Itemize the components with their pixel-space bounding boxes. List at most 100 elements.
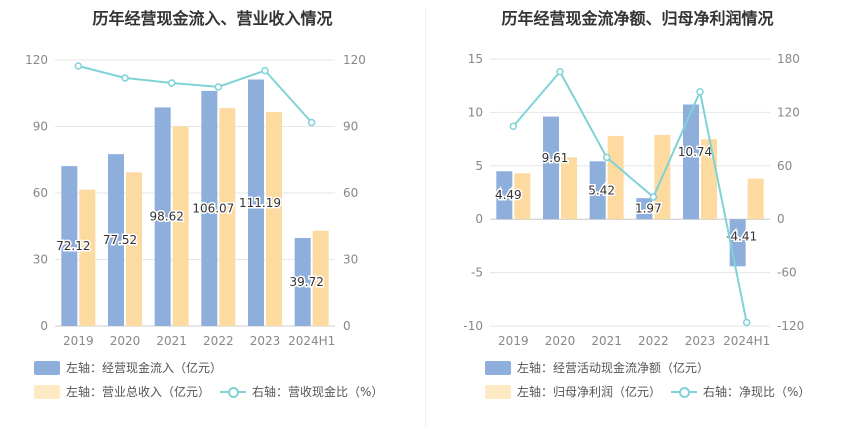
line-point — [649, 193, 658, 201]
left-chart-panel: 历年经营现金流入、营业收入情况 0 30 60 90 120 0 30 60 90 120 2019… — [25, 9, 383, 400]
left-legend-item-2[interactable]: 左轴：营业总收入（亿元） — [34, 383, 210, 400]
right-axis-tick-label: 120 — [777, 105, 800, 119]
line-point — [602, 153, 611, 162]
left-axis-tick-label: 90 — [33, 120, 48, 134]
bar-data-label: 5.42 — [588, 183, 615, 197]
line-point — [696, 88, 704, 96]
line-point — [307, 118, 316, 127]
panel-divider — [425, 8, 426, 428]
bar-series-1 — [108, 154, 124, 326]
x-axis-tick-label: 2022 — [203, 334, 234, 348]
left-chart-title: 历年经营现金流入、营业收入情况 — [92, 9, 333, 28]
left-axis-tick-label: 10 — [468, 105, 483, 119]
bar-series-2 — [747, 178, 764, 220]
right-axis-tick-label: 60 — [777, 159, 792, 173]
bar-series-2 — [607, 135, 624, 220]
right-axis-tick-label: 30 — [343, 253, 358, 267]
left-axis-tick-label: 5 — [475, 159, 483, 173]
x-axis-tick-label: 2020 — [110, 334, 141, 348]
right-legend-item-2[interactable]: 左轴：归母净利润（亿元） — [485, 383, 661, 400]
bar-series-1 — [201, 90, 218, 326]
bar-series-2 — [126, 172, 142, 326]
right-axis-tick-label: 60 — [343, 186, 358, 200]
bar-series-1 — [636, 198, 653, 220]
legend-swatch-blue — [485, 360, 511, 375]
line-point — [167, 79, 176, 87]
left-legend-label-3: 右轴：营收现金比（%） — [252, 385, 384, 399]
x-axis-tick-label: 2021 — [156, 334, 187, 348]
right-legend-label-1: 左轴：经营活动现金流净额（亿元） — [517, 361, 710, 375]
x-axis-tick-label: 2021 — [591, 334, 622, 348]
x-axis-tick-label: 2019 — [63, 334, 94, 348]
left-chart-svg: 0 30 60 90 120 0 30 60 90 120 2019 2020 2021 2022 2023… — [25, 53, 366, 348]
right-axis-tick-label: -120 — [777, 319, 804, 333]
left-axis-tick-label: 30 — [33, 253, 48, 267]
bar-series-1 — [543, 116, 559, 220]
line-point — [74, 62, 83, 70]
bar-series-1 — [683, 104, 699, 220]
bar-series-1 — [294, 237, 311, 326]
right-axis-tick-label: 90 — [343, 120, 358, 134]
bar-data-label: 106.07 — [192, 201, 234, 215]
legend-swatch-orange — [485, 384, 511, 399]
x-axis-tick-label: 2024H1 — [723, 334, 770, 348]
bar-data-label: 9.61 — [542, 151, 569, 165]
left-axis-tick-label: -10 — [463, 319, 483, 333]
left-axis-tick-label: 120 — [25, 53, 48, 67]
bar-data-label: 98.62 — [149, 210, 183, 224]
x-axis-tick-label: 2023 — [685, 334, 716, 348]
left-axis-tick-label: 15 — [468, 52, 483, 66]
line-series — [512, 69, 748, 323]
x-axis-tick-label: 2022 — [638, 334, 669, 348]
bar-data-label: 4.49 — [495, 188, 522, 202]
legend-line-marker-icon — [671, 385, 697, 399]
bar-series-2 — [219, 108, 236, 326]
bar-data-label: 39.72 — [289, 275, 323, 289]
line-series — [78, 65, 313, 124]
legend-swatch-orange — [34, 384, 60, 399]
bar-series-2 — [266, 112, 282, 326]
x-axis-tick-label: 2024H1 — [288, 334, 335, 348]
legend-line-marker-icon — [220, 385, 246, 399]
x-axis-tick-label: 2023 — [250, 334, 281, 348]
x-axis-tick-label: 2019 — [498, 334, 529, 348]
bar-series-2 — [79, 189, 96, 326]
bar-data-label: 10.74 — [678, 145, 712, 159]
right-axis-tick-label: 0 — [777, 212, 785, 226]
bar-data-label: 72.12 — [56, 239, 90, 253]
bar-series-1 — [61, 166, 78, 326]
left-axis-tick-label: 60 — [33, 186, 48, 200]
line-point — [121, 74, 129, 82]
bar-series-2 — [561, 157, 577, 220]
left-axis-tick-label: 0 — [40, 319, 48, 333]
bar-data-label: 77.52 — [103, 233, 137, 247]
right-legend-label-3: 右轴：净现比（%） — [703, 385, 811, 399]
right-chart-title: 历年经营现金流净额、归母净利润情况 — [501, 9, 774, 28]
left-legend-item-3[interactable]: 右轴：营收现金比（%） — [220, 383, 383, 400]
bar-series-2 — [312, 230, 329, 326]
right-legend-item-3[interactable]: 右轴：净现比（%） — [671, 383, 810, 400]
right-chart-svg: -10 -5 0 5 10 15 -120 -60 0 60 120 180 2019 2020 2021 2… — [463, 52, 804, 348]
right-legend-label-2: 左轴：归母净利润（亿元） — [517, 385, 662, 399]
bar-series-1 — [248, 79, 264, 326]
bar-data-label: 111.19 — [239, 196, 281, 210]
left-legend-label-2: 左轴：营业总收入（亿元） — [66, 385, 211, 399]
right-axis-tick-label: 180 — [777, 52, 800, 66]
line-point — [742, 318, 751, 327]
left-axis-tick-label: 0 — [475, 212, 483, 226]
bar-series-1 — [496, 171, 513, 220]
right-axis-tick-label: 0 — [343, 319, 351, 333]
left-axis-tick-label: -5 — [471, 266, 483, 280]
bar-data-label: -4.41 — [726, 230, 757, 244]
line-point — [261, 66, 269, 75]
legend-swatch-blue — [34, 360, 60, 375]
right-legend-item-1[interactable]: 左轴：经营活动现金流净额（亿元） — [485, 359, 709, 376]
bar-data-label: 1.97 — [635, 202, 662, 216]
left-legend-label-1: 左轴：经营现金流入（亿元） — [66, 361, 223, 375]
right-axis-tick-label: 120 — [343, 53, 366, 67]
line-point — [214, 83, 223, 91]
bar-series-2 — [172, 126, 189, 326]
left-legend-item-1[interactable]: 左轴：经营现金流入（亿元） — [34, 359, 222, 376]
bar-series-2 — [514, 173, 531, 220]
line-point — [509, 122, 518, 131]
